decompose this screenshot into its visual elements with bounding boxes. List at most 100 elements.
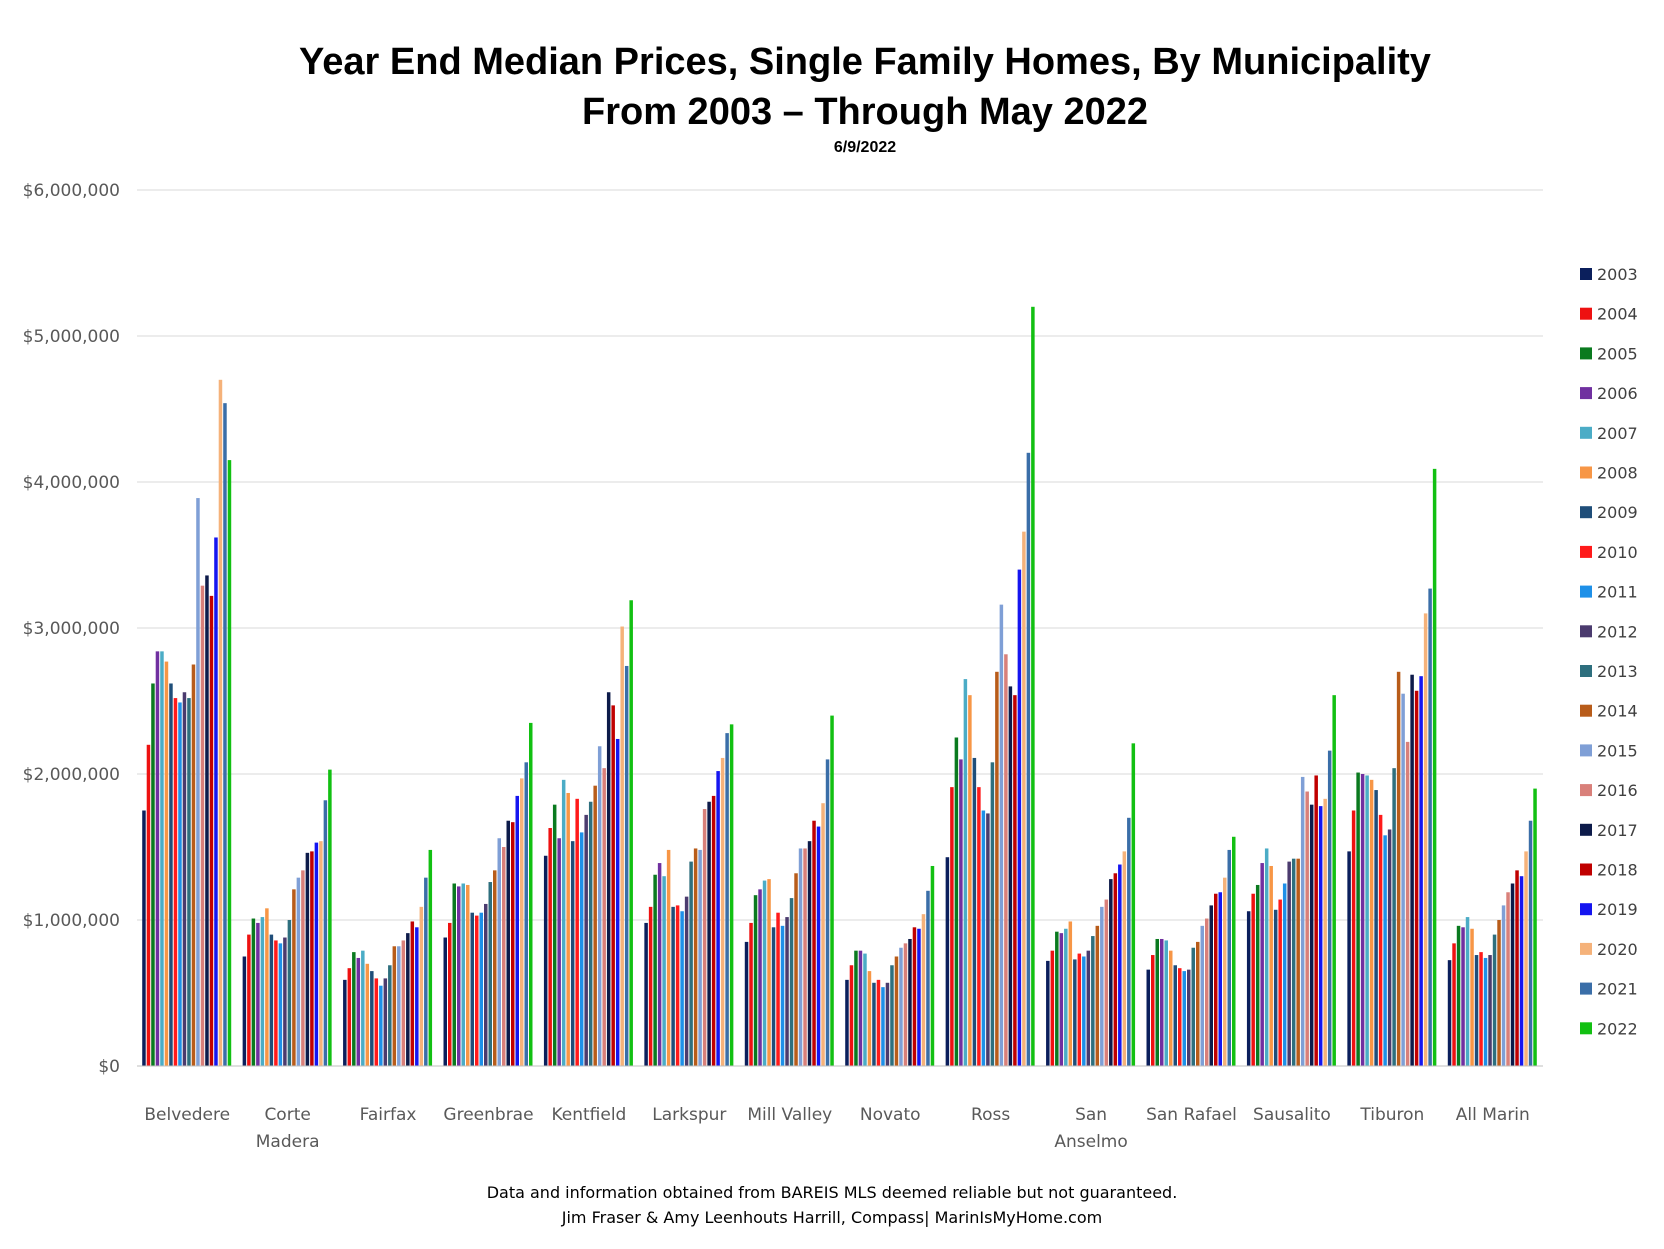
- bar: [954, 737, 959, 1066]
- bar: [707, 801, 711, 1066]
- bar: [1501, 905, 1506, 1066]
- bar: [930, 865, 935, 1066]
- bar: [1200, 925, 1204, 1066]
- bar: [584, 814, 588, 1066]
- legend: 2003 2004 2005 2006 2007 2008 2009 2010 2011 2012…: [1580, 265, 1638, 1038]
- legend-swatch: [1580, 942, 1592, 955]
- bar: [466, 884, 470, 1066]
- bar: [187, 698, 191, 1066]
- bar: [959, 759, 963, 1066]
- bar: [205, 575, 209, 1066]
- bar: [278, 943, 283, 1066]
- bar: [223, 403, 227, 1066]
- bar: [1251, 893, 1255, 1066]
- bar: [758, 889, 762, 1066]
- bar: [684, 896, 689, 1066]
- category-label: Belvedere: [144, 1105, 230, 1125]
- bar: [588, 801, 593, 1066]
- bar: [1318, 806, 1323, 1066]
- bar: [1260, 863, 1264, 1066]
- bar: [347, 968, 352, 1066]
- bar: [214, 537, 218, 1066]
- legend-swatch: [1580, 585, 1592, 598]
- bar: [675, 905, 680, 1066]
- bar: [1131, 743, 1136, 1066]
- bar: [854, 950, 858, 1066]
- bar: [1405, 741, 1410, 1066]
- bar: [1282, 883, 1287, 1066]
- legend-label: 2016: [1597, 781, 1638, 800]
- legend-label: 2021: [1597, 980, 1638, 999]
- bar: [711, 795, 716, 1066]
- bar: [579, 832, 584, 1066]
- bar: [1419, 676, 1423, 1066]
- legend-label: 2010: [1597, 543, 1638, 562]
- bar: [1423, 613, 1428, 1066]
- category-label: Corte: [264, 1105, 310, 1125]
- category-label: Mill Valley: [747, 1105, 832, 1125]
- bar: [515, 795, 519, 1066]
- bar: [1483, 957, 1488, 1066]
- bar: [1196, 941, 1200, 1066]
- bar: [1178, 968, 1182, 1066]
- bar: [1082, 956, 1086, 1066]
- bar: [602, 768, 606, 1066]
- bars: [142, 306, 1537, 1067]
- bar: [256, 922, 260, 1066]
- legend-label: 2013: [1597, 662, 1638, 681]
- bar: [548, 828, 552, 1066]
- bar: [1118, 864, 1122, 1066]
- bar: [881, 987, 885, 1066]
- bar: [1401, 693, 1405, 1066]
- bar: [990, 762, 995, 1066]
- bar: [479, 912, 483, 1066]
- bar: [776, 912, 780, 1066]
- bar: [182, 692, 187, 1066]
- bar: [995, 671, 999, 1066]
- bar: [821, 803, 825, 1066]
- bar: [570, 841, 575, 1066]
- gridlines: [137, 189, 1543, 921]
- bar: [1365, 775, 1369, 1066]
- bar: [196, 498, 200, 1066]
- bar: [319, 841, 323, 1066]
- bar: [155, 651, 160, 1066]
- legend-swatch: [1580, 903, 1592, 916]
- bar: [1524, 851, 1528, 1066]
- bar: [807, 841, 812, 1066]
- bar: [1374, 790, 1378, 1066]
- bar: [1387, 829, 1392, 1066]
- bar: [657, 863, 662, 1066]
- bar: [1255, 884, 1260, 1066]
- bar: [1497, 920, 1501, 1066]
- bar: [488, 882, 492, 1066]
- bar: [424, 877, 428, 1066]
- bar: [1127, 817, 1131, 1066]
- bar: [242, 956, 247, 1066]
- bar: [1428, 588, 1432, 1066]
- bar: [1022, 531, 1026, 1066]
- bar: [529, 722, 533, 1066]
- legend-label: 2005: [1597, 344, 1638, 363]
- bar: [662, 876, 666, 1066]
- bar: [1187, 969, 1191, 1066]
- bar: [798, 848, 803, 1066]
- bar: [963, 679, 968, 1066]
- category-label: Fairfax: [360, 1105, 417, 1125]
- legend-swatch: [1580, 466, 1592, 479]
- bar: [648, 906, 653, 1066]
- bar: [1323, 798, 1327, 1066]
- bar: [561, 779, 566, 1066]
- bar: [1488, 955, 1492, 1066]
- bar: [575, 798, 579, 1066]
- bar: [1031, 306, 1035, 1066]
- bar: [749, 922, 753, 1066]
- bar: [693, 848, 698, 1066]
- legend-label: 2009: [1597, 503, 1638, 522]
- bar: [620, 626, 624, 1066]
- bar: [1533, 788, 1537, 1066]
- bar: [1383, 835, 1387, 1066]
- footer-credits: Jim Fraser & Amy Leenhouts Harrill, Comp…: [561, 1208, 1102, 1227]
- bar: [789, 898, 794, 1066]
- bar: [1068, 921, 1073, 1066]
